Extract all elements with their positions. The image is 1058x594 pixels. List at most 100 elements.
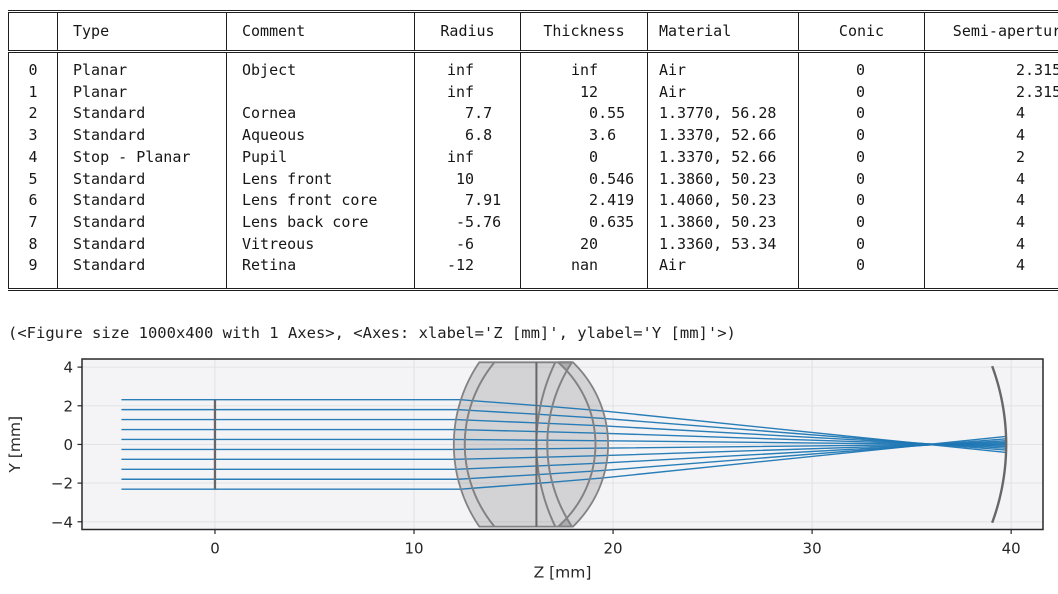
table-cell: Vitreous <box>226 233 415 256</box>
table-cell: 9 <box>8 255 58 290</box>
table-header-cell <box>8 11 58 53</box>
table-cell: 7 <box>8 211 58 234</box>
table-cell: 1.3370, 52.66 <box>647 125 799 147</box>
table-cell: 0 <box>520 146 648 169</box>
table-cell: 0 <box>798 81 925 104</box>
table-cell: Aqueous <box>226 125 415 147</box>
table-cell: 1 <box>8 81 58 104</box>
table-cell: 8 <box>8 233 58 256</box>
table-cell: 7.7 <box>414 103 521 126</box>
table-row: 9 Standard Retina -12 nan Air 0 4 <box>8 255 1058 290</box>
lens-back-shell-outline <box>557 361 609 528</box>
table-cell: 1.4060, 50.23 <box>647 190 799 212</box>
table-cell: 1.3360, 53.34 <box>647 233 799 256</box>
table-cell: Air <box>647 51 799 82</box>
table-row: 3 Standard Aqueous 6.8 3.6 1.3370, 52.66 0 4 <box>8 125 1058 147</box>
table-cell: 1.3860, 50.23 <box>647 211 799 234</box>
aqueous-fill <box>464 362 556 527</box>
y-tick-label: 2 <box>63 397 73 415</box>
ray <box>121 438 1007 446</box>
table-cell: 2 <box>1016 147 1026 166</box>
table-cell: Lens back core <box>226 211 415 234</box>
table-row: 6 Standard Lens front core 7.91 2.419 1.406… <box>8 190 1058 212</box>
table-cell: 6.8 <box>414 125 521 147</box>
table-cell: 7.91 <box>414 190 521 212</box>
table-cell: Planar <box>57 51 227 82</box>
table-cell: Air <box>647 255 799 290</box>
table-header: Type Comment Radius Thickness Material Conic S… <box>8 11 1058 53</box>
table-cell: inf <box>414 81 521 104</box>
table-header-cell: Conic <box>798 11 925 53</box>
table-cell: inf <box>414 146 521 169</box>
table-cell: Standard <box>57 233 227 256</box>
table-cell: 3.6 <box>520 125 648 147</box>
table-cell: Lens front core <box>226 190 415 212</box>
table-header-cell: Material <box>647 11 799 53</box>
table-cell: nan <box>520 255 648 290</box>
table-cell: 1.3370, 52.66 <box>647 146 799 169</box>
x-tick-label: 40 <box>1002 540 1021 558</box>
lens-element-outlines <box>452 361 609 528</box>
table-cell: 0 <box>798 190 925 212</box>
table-cell: 10 <box>414 168 521 191</box>
retina-surface <box>991 365 1008 524</box>
table-cell: 4 <box>1016 256 1026 275</box>
table-header-cell: Comment <box>226 11 415 53</box>
table-cell: Standard <box>57 255 227 290</box>
ray <box>121 418 1007 449</box>
table-cell: Standard <box>57 168 227 191</box>
x-axis-label: Z [mm] <box>534 564 592 582</box>
table-row: 4 Stop - Planar Pupil inf 0 1.3370, 52.66 0 2 <box>8 146 1058 169</box>
table-cell: Lens front <box>226 168 415 191</box>
lens-front-shell-fill <box>536 362 572 527</box>
x-tick-label: 10 <box>404 540 423 558</box>
y-tick-label: 0 <box>63 436 73 454</box>
table-cell: 4 <box>1016 126 1026 145</box>
table-cell: 0 <box>8 51 58 82</box>
ray <box>121 408 1007 451</box>
ray <box>121 441 1007 461</box>
figure-wrap: 0 10 20 30 40 −4 −2 0 2 4 Z [mm] Y [mm] <box>0 349 1058 594</box>
table-cell: 3 <box>8 125 58 147</box>
cornea-fill <box>453 362 495 527</box>
table-cell: Object <box>226 51 415 82</box>
table-cell: 1.3860, 50.23 <box>647 168 799 191</box>
y-tick-label: 4 <box>63 359 73 377</box>
table-cell: 12 <box>520 81 648 104</box>
table-cell: Cornea <box>226 103 415 126</box>
table-cell: Stop - Planar <box>57 146 227 169</box>
table-cell: 0.55 <box>520 103 648 126</box>
x-tick-label: 20 <box>604 540 623 558</box>
prescription-table-wrap: Type Comment Radius Thickness Material Conic S… <box>8 10 1058 292</box>
table-cell: 2 <box>8 103 58 126</box>
figure-canvas: 0 10 20 30 40 −4 −2 0 2 4 Z [mm] Y [mm] <box>6 358 1044 582</box>
table-cell: 4 <box>1016 169 1026 188</box>
table-header-cell: Thickness <box>520 11 648 53</box>
table-cell: 0.546 <box>520 168 648 191</box>
table-cell: 4 <box>8 146 58 169</box>
table-row: 2 Standard Cornea 7.7 0.55 1.3770, 56.28 0 4 <box>8 103 1058 126</box>
table-cell: -12 <box>414 255 521 290</box>
tick-marks <box>77 366 1012 534</box>
table-cell: 4 <box>1016 212 1026 231</box>
table-cell: 0 <box>798 168 925 191</box>
table-cell: 4 <box>1016 104 1026 123</box>
table-cell: 0 <box>798 51 925 82</box>
x-tick-label: 30 <box>803 540 822 558</box>
table-cell: 6 <box>8 190 58 212</box>
ray <box>121 398 1007 454</box>
table-header-cell: Radius <box>414 11 521 53</box>
table-cell: Planar <box>57 81 227 104</box>
y-axis-label: Y [mm] <box>6 416 24 474</box>
table-row: 7 Standard Lens back core -5.76 0.635 1.386… <box>8 211 1058 234</box>
table-cell: 0 <box>798 125 925 147</box>
ray <box>121 428 1007 448</box>
table-header-cell: Type <box>57 11 227 53</box>
y-tick-label: −2 <box>51 475 73 493</box>
table-cell: 0 <box>798 211 925 234</box>
ray <box>121 438 1007 480</box>
table-cell: 20 <box>520 233 648 256</box>
